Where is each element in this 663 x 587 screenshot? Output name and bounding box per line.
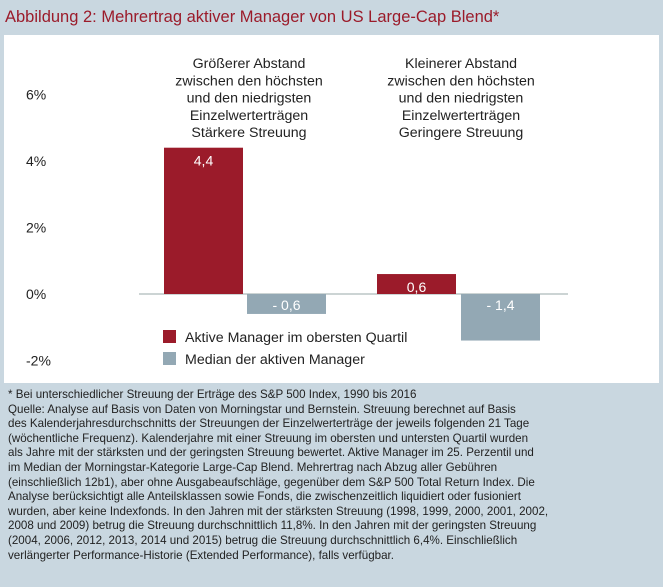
bar-median-manager [247,294,326,314]
category-label: Größerer Abstand [193,56,306,72]
footnote-line: wurden, aber keine Indexfonds. In den Ja… [8,504,549,518]
data-label: - 0,6 [272,297,300,313]
y-tick-label: 0% [26,286,46,302]
chart-title: Abbildung 2: Mehrertrag aktiver Manager … [5,8,500,26]
y-tick-label: 2% [26,220,46,236]
data-label: 4,4 [194,153,214,169]
category-label: Einzelwerterträgen [190,108,308,124]
category-label: Stärkere Streuung [191,125,306,141]
y-tick-label: -2% [26,353,51,369]
footnote-line: * Bei unterschiedlicher Streuung der Ert… [8,388,417,401]
footnote-line: (einschließlich 12b1), aber ohne Ausgabe… [8,475,535,489]
data-label: 0,6 [407,279,427,295]
y-tick-label: 6% [26,87,46,103]
footnotes: * Bei unterschiedlicher Streuung der Ert… [8,388,658,563]
category-label: zwischen den höchsten [175,73,323,89]
legend-label: Median der aktiven Manager [185,352,365,368]
footnote-line: des Kalenderjahresdurchschnitts der Stre… [8,417,530,431]
footnote-line: (2004, 2006, 2012, 2013, 2014 und 2015) … [8,533,518,547]
footnote-line: im Median der Morningstar-Kategorie Larg… [8,460,498,474]
chart-panel: -2% 0% 2% 4% 6% Größerer Abstand zwischen den … [4,35,659,383]
legend-swatch-active [163,330,176,343]
footnote-line: (wöchentliche Frequenz). Kalenderjahre m… [8,431,529,445]
bar-median-manager [461,294,540,341]
footnote-line: verlängerter Performance-Historie (Exten… [8,548,394,562]
y-tick-label: 4% [26,153,46,169]
footnote-line: Analyse berücksichtigt alle Anteilsklass… [8,490,521,504]
category-label: Kleinerer Abstand [405,56,517,72]
footnote-line: 2008 und 2009) betrug die Streuung durch… [8,519,537,533]
category-label: zwischen den höchsten [387,73,535,89]
bar-active-manager [377,274,456,294]
category-label: Geringere Streuung [399,125,524,141]
footnote-line: als Jahre mit der stärksten und der geri… [8,446,534,460]
legend-swatch-median [163,352,176,365]
footnote-line: Quelle: Analyse auf Basis von Daten von … [8,402,516,416]
data-label: - 1,4 [486,297,514,313]
bar-active-manager [164,147,243,294]
category-label: und den niedrigsten [399,91,524,107]
category-label: Einzelwerterträgen [402,108,520,124]
category-label: und den niedrigsten [187,91,312,107]
legend-label: Aktive Manager im obersten Quartil [185,330,407,346]
